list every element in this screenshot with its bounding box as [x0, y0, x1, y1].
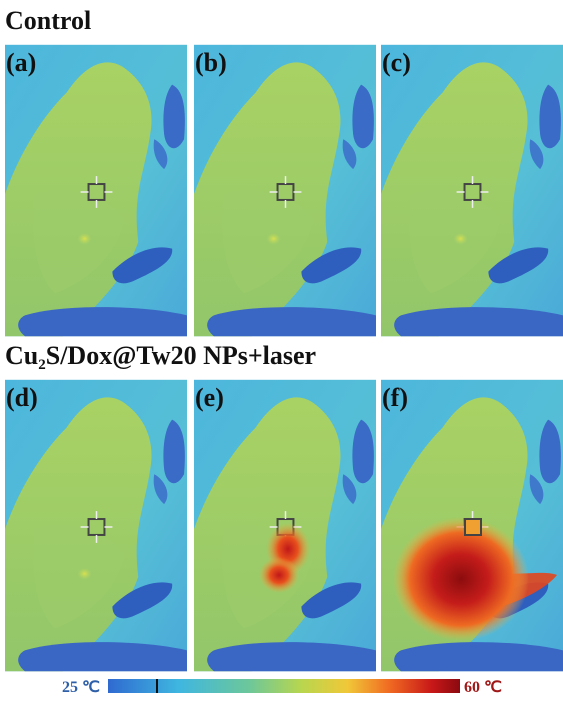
thermal-image	[381, 44, 563, 337]
panel-label: (c)	[382, 48, 411, 77]
title-part: Cu	[5, 341, 38, 370]
colorbar	[108, 679, 460, 693]
panel-label: (b)	[195, 48, 227, 77]
content: Control (a) (b) (c) Cu2S/Dox@Tw20 NPs+laser (…	[5, 6, 563, 672]
hot-spot	[393, 517, 529, 641]
section-title: Control	[5, 6, 91, 35]
colorbar-min-label: 25 ℃	[62, 679, 100, 696]
crosshair	[464, 518, 482, 536]
section-title: Cu2S/Dox@Tw20 NPs+laser	[5, 341, 316, 373]
thermal-image	[5, 379, 187, 672]
title-part: S/Dox@Tw20 NPs+laser	[46, 341, 316, 370]
panel-label: (a)	[6, 48, 36, 77]
panel-label: (e)	[195, 383, 224, 412]
panel-label: (f)	[382, 383, 408, 412]
thermal-image	[194, 44, 376, 337]
hot-spot	[259, 557, 299, 593]
title-part: Control	[5, 6, 91, 35]
thermal-image	[5, 44, 187, 337]
colorbar-max-label: 60 ℃	[464, 679, 502, 696]
title-part: 2	[38, 357, 46, 373]
panel-label: (d)	[6, 383, 38, 412]
